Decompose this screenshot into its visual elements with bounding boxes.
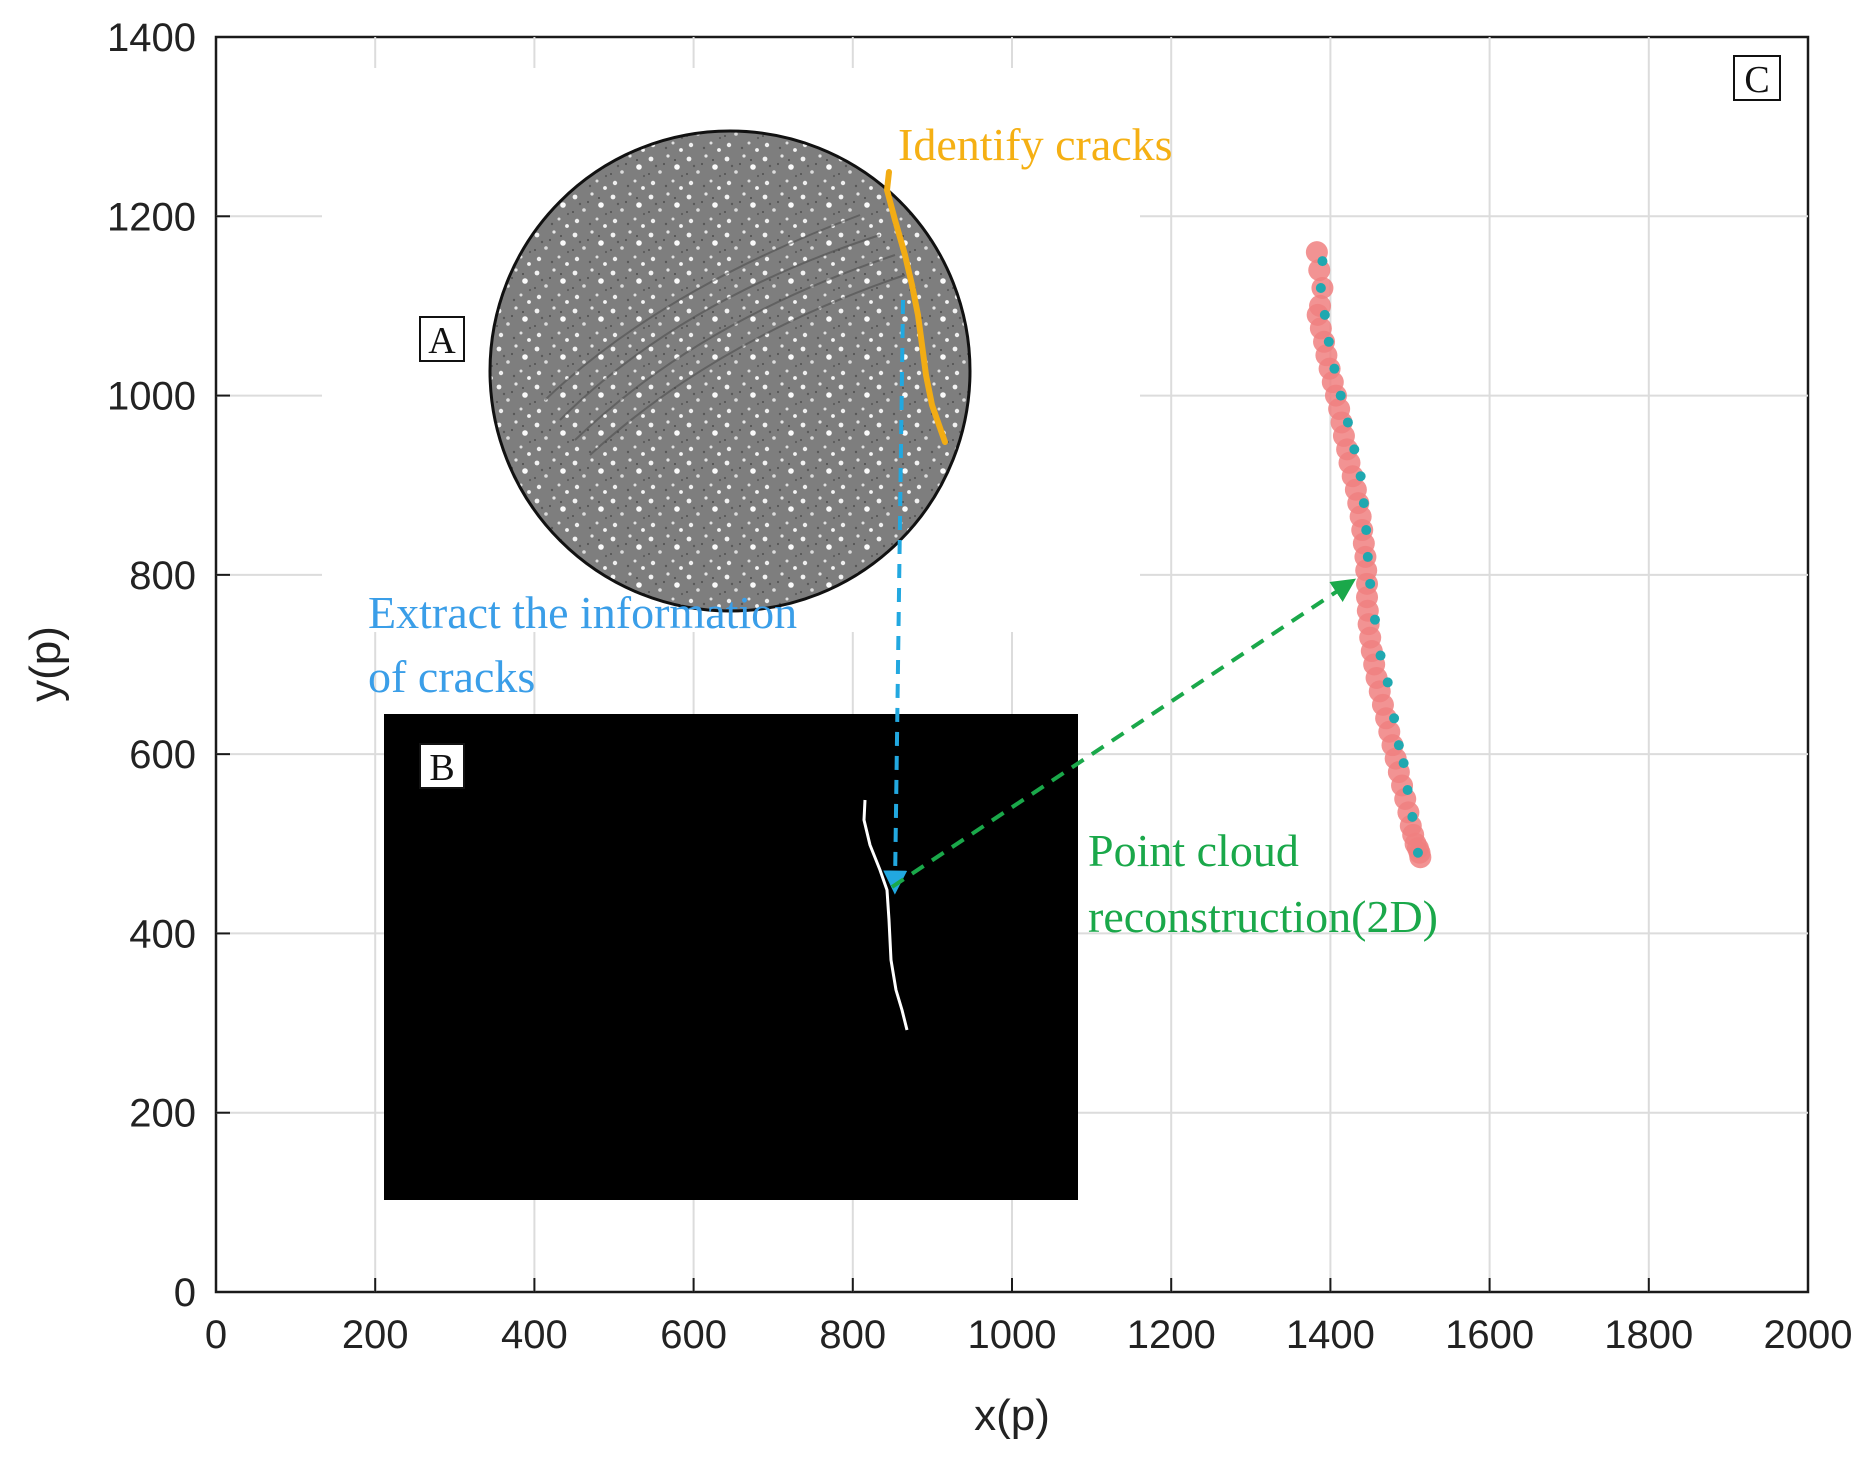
x-tick-label: 200 (342, 1313, 409, 1357)
skeleton-point (1358, 498, 1369, 509)
y-tick-label: 200 (129, 1092, 196, 1136)
x-tick-label: 400 (501, 1313, 568, 1357)
skeleton-point (1342, 417, 1353, 428)
y-tick-label: 1400 (107, 16, 196, 60)
skeleton-point (1317, 256, 1328, 267)
panel-a-box (419, 316, 465, 362)
extract-arrow (883, 299, 908, 895)
y-tick-label: 600 (129, 733, 196, 777)
inset-binary-image: B (384, 714, 1078, 1200)
y-axis-label: y(p) (21, 626, 70, 702)
panel-a-label: A (428, 320, 456, 362)
panel-c-box (1733, 55, 1781, 101)
y-tick-label: 800 (129, 554, 196, 598)
panel-c-label: C (1744, 59, 1769, 101)
x-axis-label: x(p) (974, 1391, 1050, 1440)
y-tick-label: 1000 (107, 375, 196, 419)
y-tick-label: 0 (174, 1271, 196, 1315)
skeleton-point (1355, 471, 1366, 482)
skeleton-point (1315, 283, 1326, 293)
x-tick-label: 0 (205, 1313, 227, 1357)
extract-info-label-line2: of cracks (368, 651, 535, 702)
skeleton-point (1365, 578, 1376, 589)
y-tick-label: 1200 (107, 195, 196, 239)
point-cloud-series (1305, 241, 1432, 869)
skeleton-point (1335, 390, 1346, 401)
ct-disc-streaks (544, 214, 906, 456)
x-axis-ticks: 0 200 400 600 800 1000 1200 1400 1600 1800 2000 (205, 1278, 1853, 1357)
panel-b-label: B (429, 747, 454, 789)
ct-disc (488, 129, 972, 613)
reconstruction-arrow (890, 578, 1356, 889)
binary-image (384, 714, 1078, 1200)
skeleton-point (1323, 336, 1334, 347)
skeleton-point (1382, 677, 1393, 688)
skeleton-point (1375, 650, 1386, 661)
extracted-crack-line (862, 799, 909, 1031)
y-axis-ticks: 0 200 400 600 800 1000 1200 1400 (107, 16, 230, 1315)
identify-cracks-label: Identify cracks (898, 119, 1173, 170)
point-cloud-label-line1: Point cloud (1088, 825, 1299, 876)
skeleton-point (1362, 551, 1373, 562)
x-tick-label: 1800 (1604, 1313, 1693, 1357)
x-tick-label: 1600 (1445, 1313, 1534, 1357)
skeleton-point (1412, 847, 1423, 858)
skeleton-point (1319, 309, 1330, 320)
panel-b-box (419, 743, 465, 789)
skeleton-point (1369, 614, 1380, 625)
x-tick-label: 800 (819, 1313, 886, 1357)
skeleton-point (1393, 740, 1404, 751)
x-tick-label: 2000 (1764, 1313, 1853, 1357)
skeleton-point (1407, 811, 1418, 822)
x-tick-label: 600 (660, 1313, 727, 1357)
crack-skeleton-points (1315, 256, 1423, 858)
skeleton-point (1361, 525, 1372, 536)
skeleton-point (1329, 363, 1340, 374)
skeleton-point (1349, 444, 1360, 455)
inset-ct-image: A (322, 68, 1140, 632)
y-tick-label: 400 (129, 912, 196, 956)
skeleton-point (1389, 713, 1400, 724)
x-tick-label: 1400 (1286, 1313, 1375, 1357)
crack-point-cloud (1305, 241, 1432, 869)
x-tick-label: 1000 (968, 1313, 1057, 1357)
skeleton-point (1402, 785, 1413, 795)
extract-info-label-line1: Extract the information (368, 587, 797, 638)
x-tick-label: 1200 (1127, 1313, 1216, 1357)
skeleton-point (1398, 758, 1409, 769)
point-cloud-label-line2: reconstruction(2D) (1088, 891, 1438, 942)
identified-crack-line (884, 169, 948, 445)
